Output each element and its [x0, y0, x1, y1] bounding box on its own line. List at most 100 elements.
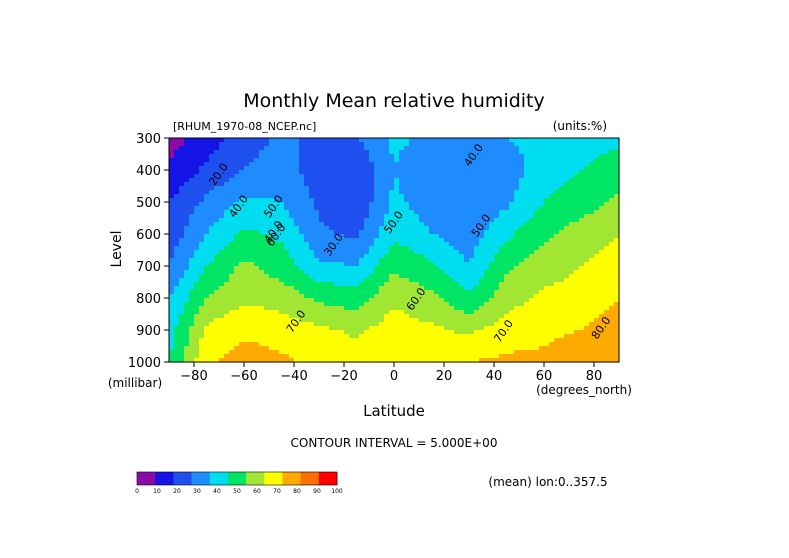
- contour-cell: [604, 314, 610, 319]
- contour-cell: [524, 350, 530, 355]
- contour-cell: [379, 290, 385, 295]
- contour-cell: [339, 218, 345, 223]
- contour-cell: [409, 166, 415, 171]
- contour-cell: [594, 242, 600, 247]
- contour-cell: [544, 154, 550, 159]
- contour-cell: [389, 298, 395, 303]
- contour-cell: [419, 146, 425, 151]
- contour-cell: [399, 266, 405, 271]
- contour-cell: [239, 274, 245, 279]
- contour-cell: [234, 142, 240, 147]
- contour-cell: [279, 146, 285, 151]
- contour-cell: [379, 274, 385, 279]
- contour-cell: [429, 206, 435, 211]
- contour-cell: [429, 294, 435, 299]
- contour-cell: [314, 238, 320, 243]
- contour-cell: [264, 334, 270, 339]
- contour-cell: [259, 338, 265, 343]
- contour-cell: [279, 206, 285, 211]
- contour-cell: [354, 234, 360, 239]
- contour-cell: [304, 194, 310, 199]
- contour-cell: [559, 270, 565, 275]
- contour-cell: [239, 238, 245, 243]
- contour-cell: [569, 206, 575, 211]
- contour-cell: [344, 314, 350, 319]
- contour-cell: [449, 138, 455, 143]
- contour-cell: [274, 230, 280, 235]
- contour-cell: [609, 294, 615, 299]
- contour-cell: [234, 226, 240, 231]
- contour-cell: [549, 350, 555, 355]
- contour-cell: [379, 170, 385, 175]
- contour-cell: [414, 138, 420, 143]
- contour-cell: [494, 314, 500, 319]
- contour-cell: [534, 218, 540, 223]
- contour-cell: [319, 358, 325, 363]
- contour-cell: [369, 318, 375, 323]
- contour-cell: [184, 142, 190, 147]
- contour-cell: [249, 358, 255, 363]
- contour-cell: [554, 206, 560, 211]
- contour-cell: [414, 330, 420, 335]
- contour-cell: [424, 310, 430, 315]
- contour-cell: [464, 306, 470, 311]
- contour-cell: [534, 226, 540, 231]
- contour-cell: [384, 314, 390, 319]
- contour-cell: [204, 358, 210, 363]
- contour-cell: [204, 142, 210, 147]
- contour-cell: [609, 350, 615, 355]
- contour-cell: [419, 354, 425, 359]
- contour-cell: [579, 230, 585, 235]
- contour-cell: [444, 206, 450, 211]
- contour-cell: [229, 270, 235, 275]
- contour-cell: [209, 166, 215, 171]
- contour-cell: [239, 214, 245, 219]
- contour-cell: [359, 286, 365, 291]
- contour-cell: [349, 266, 355, 271]
- contour-cell: [174, 154, 180, 159]
- contour-cell: [409, 146, 415, 151]
- contour-cell: [364, 262, 370, 267]
- contour-cell: [459, 266, 465, 271]
- contour-cell: [489, 222, 495, 227]
- contour-cell: [324, 218, 330, 223]
- contour-cell: [489, 142, 495, 147]
- contour-cell: [529, 330, 535, 335]
- contour-cell: [579, 166, 585, 171]
- contour-cell: [419, 334, 425, 339]
- contour-cell: [544, 198, 550, 203]
- contour-cell: [364, 226, 370, 231]
- contour-cell: [354, 282, 360, 287]
- contour-cell: [459, 182, 465, 187]
- contour-cell: [614, 206, 620, 211]
- contour-cell: [599, 150, 605, 155]
- contour-cell: [469, 214, 475, 219]
- contour-cell: [224, 306, 230, 311]
- contour-cell: [554, 186, 560, 191]
- contour-cell: [179, 218, 185, 223]
- contour-cell: [449, 322, 455, 327]
- contour-cell: [469, 190, 475, 195]
- contour-cell: [314, 186, 320, 191]
- contour-cell: [499, 170, 505, 175]
- contour-cell: [394, 294, 400, 299]
- contour-cell: [574, 142, 580, 147]
- contour-cell: [599, 234, 605, 239]
- contour-cell: [314, 174, 320, 179]
- contour-cell: [234, 230, 240, 235]
- contour-cell: [259, 294, 265, 299]
- contour-cell: [574, 258, 580, 263]
- contour-cell: [414, 274, 420, 279]
- contour-cell: [474, 346, 480, 351]
- contour-cell: [279, 242, 285, 247]
- contour-cell: [504, 226, 510, 231]
- contour-cell: [469, 270, 475, 275]
- contour-cell: [424, 342, 430, 347]
- contour-cell: [509, 138, 515, 143]
- contour-cell: [484, 210, 490, 215]
- contour-cell: [469, 194, 475, 199]
- contour-cell: [169, 266, 175, 271]
- contour-cell: [329, 314, 335, 319]
- contour-cell: [539, 174, 545, 179]
- contour-cell: [364, 162, 370, 167]
